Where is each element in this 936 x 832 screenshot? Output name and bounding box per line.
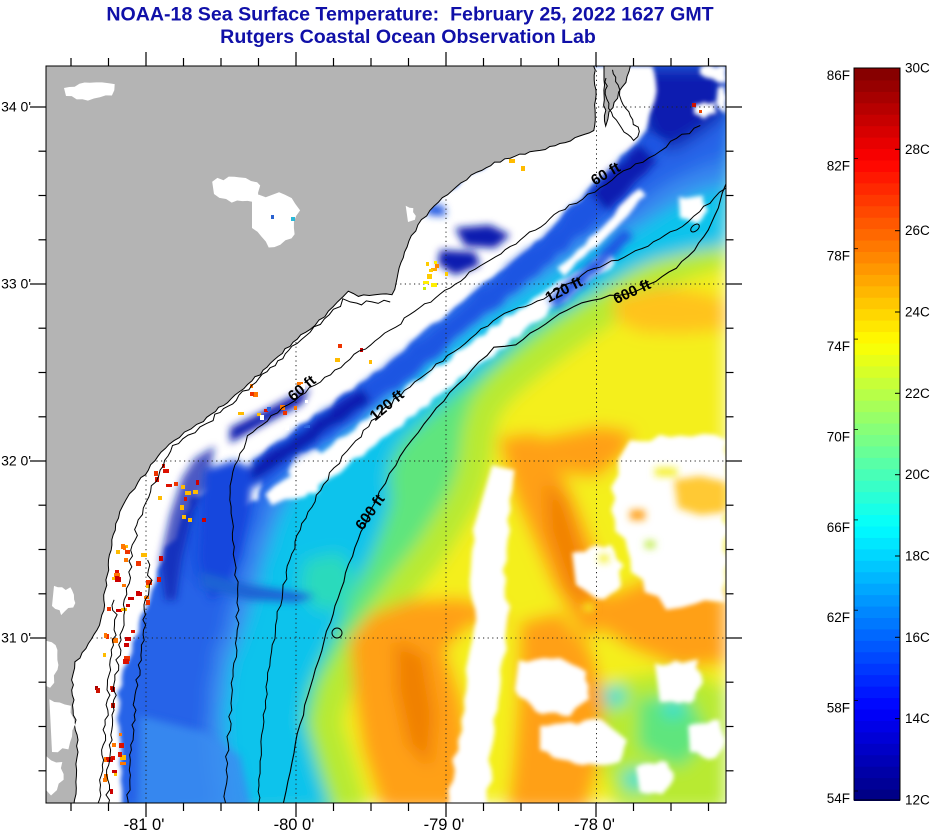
svg-text:30C: 30C [905,61,930,76]
svg-text:31 0': 31 0' [1,630,31,646]
svg-text:-78 0': -78 0' [574,816,615,832]
svg-text:24C: 24C [905,305,930,320]
svg-text:-80 0': -80 0' [274,816,315,832]
svg-text:78F: 78F [827,249,850,264]
svg-text:28C: 28C [905,142,930,157]
svg-text:-81 0': -81 0' [124,816,165,832]
svg-text:70F: 70F [827,430,850,445]
svg-text:58F: 58F [827,701,850,716]
svg-text:16C: 16C [905,630,930,645]
svg-text:20C: 20C [905,467,930,482]
svg-text:12C: 12C [905,793,930,808]
svg-text:54F: 54F [827,791,850,806]
svg-text:74F: 74F [827,339,850,354]
svg-text:-79 0': -79 0' [424,816,465,832]
svg-text:18C: 18C [905,549,930,564]
svg-text:86F: 86F [827,68,850,83]
svg-text:62F: 62F [827,610,850,625]
svg-text:NOAA-18 Sea Surface Temperatur: NOAA-18 Sea Surface Temperature: Februar… [106,4,713,26]
svg-text:34 0': 34 0' [1,99,31,115]
svg-text:14C: 14C [905,711,930,726]
svg-text:32 0': 32 0' [1,453,31,469]
svg-text:33 0': 33 0' [1,276,31,292]
svg-text:66F: 66F [827,520,850,535]
svg-text:Rutgers Coastal Ocean Observat: Rutgers Coastal Ocean Observation Lab [220,26,596,48]
svg-text:22C: 22C [905,386,930,401]
svg-text:82F: 82F [827,158,850,173]
svg-text:26C: 26C [905,223,930,238]
